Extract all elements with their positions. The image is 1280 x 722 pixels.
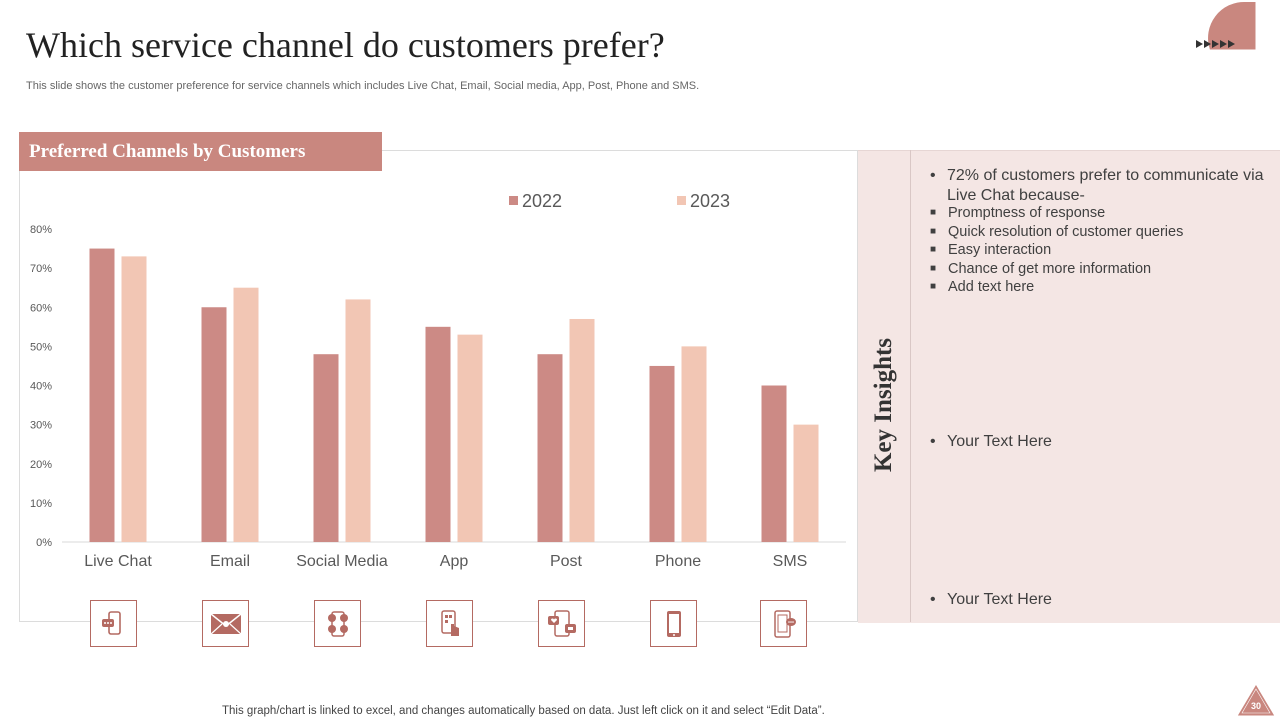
x-tick-label: Live Chat	[84, 553, 152, 570]
x-tick-label: Post	[550, 553, 583, 570]
bar-2022-social-media	[313, 354, 339, 542]
x-tick-label: Social Media	[296, 553, 388, 570]
footer-note: This graph/chart is linked to excel, and…	[222, 705, 825, 717]
insight-reasons-list: ■ Promptness of response ■ Quick resolutio…	[930, 204, 1183, 297]
insight-point-2: • Your Text Here	[930, 433, 1052, 450]
x-tick-label: Phone	[655, 553, 701, 570]
y-tick-label: 30%	[30, 420, 52, 432]
page-subtitle: This slide shows the customer preference…	[26, 80, 700, 92]
x-tick-label: App	[440, 553, 469, 570]
app-touch-icon	[426, 600, 473, 647]
x-tick-label: Email	[210, 553, 250, 570]
insight-main-line1: 72% of customers prefer to communicate v…	[947, 167, 1264, 184]
page-number: 30	[1250, 701, 1261, 711]
bar-2023-phone	[681, 346, 707, 542]
insight-main-point: • 72% of customers prefer to communicate …	[930, 167, 1264, 204]
list-item: ■ Easy interaction	[930, 242, 1052, 258]
bar-2023-email	[233, 287, 259, 542]
y-tick-label: 80%	[30, 224, 52, 236]
insight-point-3: • Your Text Here	[930, 591, 1052, 608]
panel-title: Preferred Channels by Customers	[19, 132, 382, 171]
bar-2022-sms	[761, 385, 787, 542]
email-icon	[202, 600, 249, 647]
y-tick-label: 70%	[30, 263, 52, 275]
bar-chart[interactable]: 0% 10% 20% 30% 40% 50% 60% 70% 80% Live Chat Email…	[19, 150, 858, 622]
bar-2023-app	[457, 334, 483, 542]
x-tick-label: SMS	[773, 553, 808, 570]
bar-2023-live-chat	[121, 256, 147, 542]
bar-2023-social-media	[345, 299, 371, 542]
y-tick-label: 0%	[36, 537, 52, 549]
bar-2022-email	[201, 307, 227, 542]
bar-2022-post	[537, 354, 563, 542]
list-item: ■ Add text here	[930, 279, 1035, 295]
insights-label: Key Insights	[870, 337, 897, 473]
y-tick-label: 60%	[30, 302, 52, 314]
corner-decoration-icon	[1196, 1, 1256, 50]
y-tick-label: 20%	[30, 459, 52, 471]
page-number-badge: 30	[1236, 683, 1276, 717]
legend-swatch-2022	[509, 196, 518, 205]
legend-label-2022: 2022	[522, 191, 562, 211]
y-tick-label: 40%	[30, 381, 52, 393]
y-tick-label: 10%	[30, 498, 52, 510]
post-like-icon	[538, 600, 585, 647]
insight-main-line2: Live Chat because-	[947, 187, 1085, 204]
list-item: ■ Quick resolution of customer queries	[930, 223, 1184, 240]
bar-2022-live-chat	[89, 248, 115, 542]
chat-phone-icon	[90, 600, 137, 647]
bar-2023-sms	[793, 424, 819, 542]
y-tick-label: 50%	[30, 341, 52, 353]
sms-icon	[760, 600, 807, 647]
bar-2022-phone	[649, 365, 675, 542]
insights-label-box	[858, 150, 911, 622]
insights-panel	[858, 150, 1280, 623]
phone-icon	[650, 600, 697, 647]
bar-2023-post	[569, 318, 595, 542]
list-item: ■ Chance of get more information	[930, 260, 1152, 277]
triangle-icon	[1236, 683, 1276, 717]
legend-label-2023: 2023	[690, 191, 730, 211]
social-media-icon	[314, 600, 361, 647]
legend-swatch-2023	[677, 196, 686, 205]
list-item: ■ Promptness of response	[930, 205, 1106, 221]
bar-2022-app	[425, 326, 451, 542]
page-title: Which service channel do customers prefe…	[26, 25, 665, 65]
